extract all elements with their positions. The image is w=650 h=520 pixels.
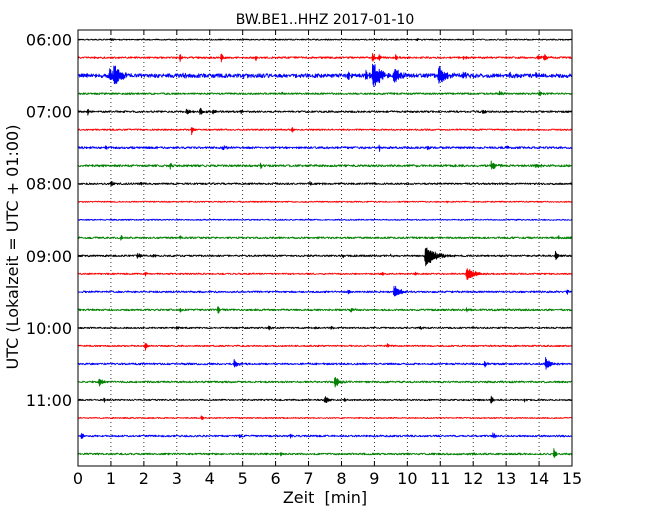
x-tick-label: 1: [106, 469, 116, 488]
x-tick-label: 7: [303, 469, 313, 488]
x-tick-label: 9: [369, 469, 379, 488]
x-tick-label: 3: [172, 469, 182, 488]
trace-08-15: [78, 200, 572, 204]
x-tick-label: 13: [496, 469, 516, 488]
trace-06-45: [78, 90, 572, 97]
x-tick-label: 12: [463, 469, 483, 488]
trace-10-00: [78, 325, 572, 331]
trace-07-30: [78, 144, 572, 152]
trace-08-45: [78, 234, 572, 241]
trace-11-00: [78, 395, 572, 404]
y-tick-label: 11:00: [26, 391, 72, 410]
x-tick-label: 5: [238, 469, 248, 488]
x-tick-label: 10: [397, 469, 417, 488]
x-tick-label: 2: [139, 469, 149, 488]
y-tick-label: 07:00: [26, 103, 72, 122]
trace-11-30: [78, 432, 572, 440]
trace-10-15: [78, 342, 572, 351]
trace-10-30: [78, 357, 572, 370]
x-axis-label: Zeit [min]: [283, 488, 367, 507]
trace-06-30: [78, 63, 572, 88]
trace-09-30: [78, 285, 572, 297]
trace-11-45: [78, 448, 572, 458]
x-tick-label: 8: [336, 469, 346, 488]
trace-10-45: [78, 377, 572, 388]
trace-08-00: [78, 180, 572, 187]
x-tick-label: 14: [529, 469, 549, 488]
y-tick-label: 09:00: [26, 247, 72, 266]
trace-07-00: [78, 107, 572, 116]
trace-07-15: [78, 127, 572, 136]
grid-lines: [110, 30, 540, 466]
trace-11-15: [78, 415, 572, 420]
y-tick-label: 08:00: [26, 175, 72, 194]
x-tick-label: 0: [73, 469, 83, 488]
plot-frame: [77, 29, 573, 467]
trace-09-45: [78, 306, 572, 314]
trace-06-15: [78, 52, 572, 63]
y-tick-label: 10:00: [26, 319, 72, 338]
chart-title: BW.BE1..HHZ 2017-01-10: [236, 12, 415, 28]
x-tick-label: 15: [562, 469, 582, 488]
traces: [78, 38, 572, 458]
y-axis: 06:00 07:00 08:00 09:00 10:00 11:00: [26, 31, 572, 410]
y-tick-label: 06:00: [26, 31, 72, 50]
y-axis-label: UTC (Lokalzeit = UTC + 01:00): [3, 125, 22, 370]
x-tick-label: 6: [271, 469, 281, 488]
trace-06-00: [78, 38, 572, 42]
trace-09-00: [78, 247, 572, 267]
x-tick-label: 11: [430, 469, 450, 488]
trace-09-15: [78, 268, 572, 280]
x-tick-label: 4: [205, 469, 215, 488]
trace-08-30: [78, 218, 572, 221]
trace-07-45: [78, 160, 572, 170]
x-axis: 0 1 2 3 4 5 6 7 8 9 10 11 12 13 14 15: [73, 30, 582, 488]
